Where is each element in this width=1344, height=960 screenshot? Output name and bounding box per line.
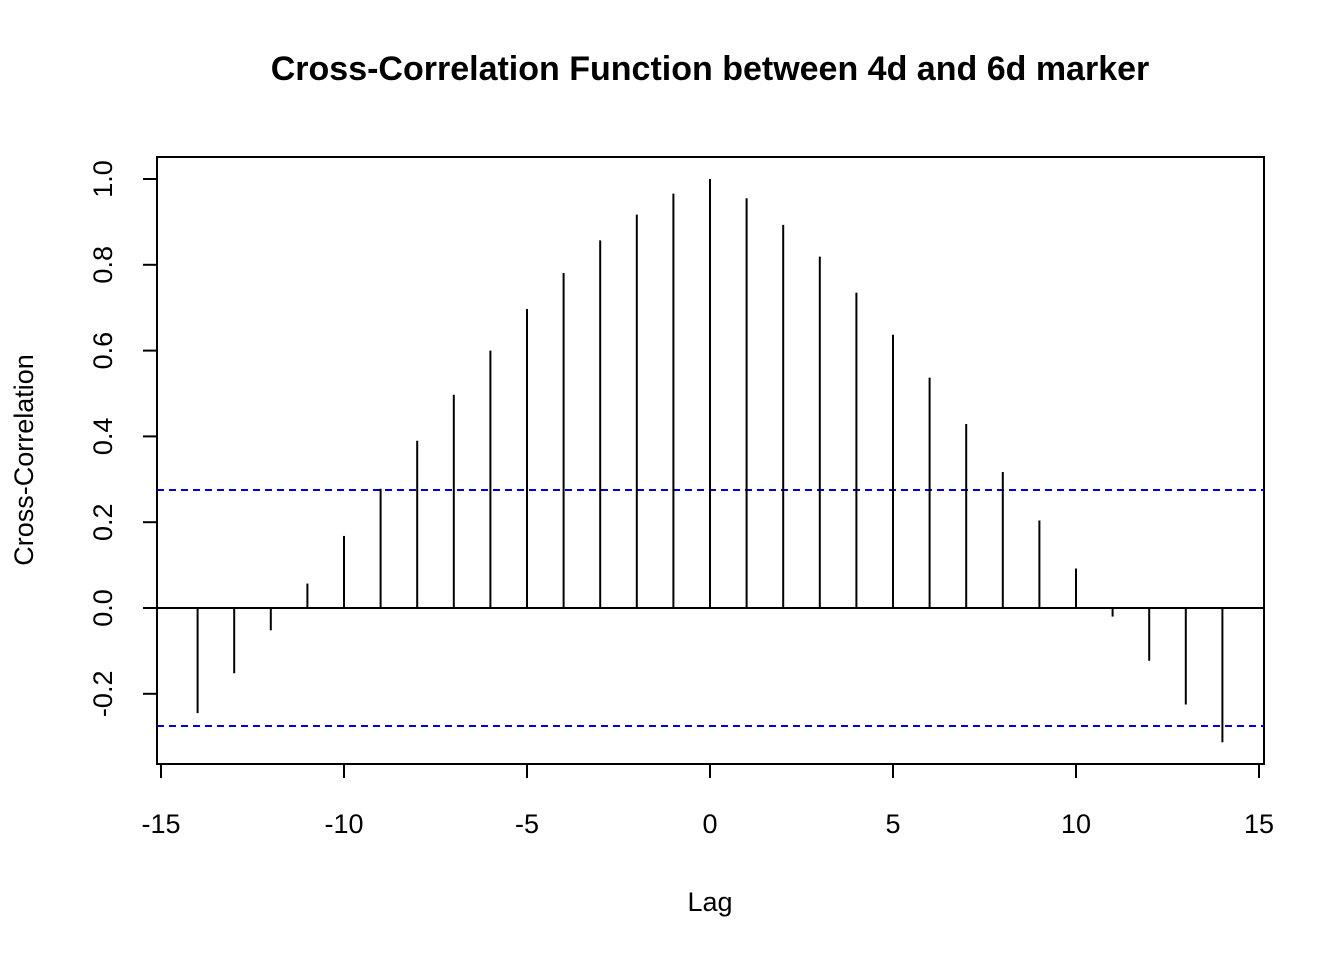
chart-title: Cross-Correlation Function between 4d an… [271, 50, 1150, 88]
y-tick-label: 0.6 [88, 332, 118, 370]
x-tick-label: -10 [324, 809, 363, 839]
y-tick-label: 1.0 [88, 160, 118, 198]
ccf-bars [196, 179, 1224, 743]
y-tick-label: 0.4 [88, 418, 118, 456]
y-tick-label: -0.2 [88, 671, 118, 718]
y-axis-label: Cross-Correlation [9, 354, 39, 566]
x-axis-label: Lag [687, 887, 732, 917]
x-tick-label: 5 [885, 809, 900, 839]
x-tick-label: 15 [1244, 809, 1274, 839]
y-tick-label: 0.2 [88, 503, 118, 541]
x-tick-label: 10 [1061, 809, 1091, 839]
x-axis: -15 -10 -5 0 5 10 15 [141, 763, 1274, 839]
y-axis: -0.2 0.0 0.2 0.4 0.6 0.8 1.0 [88, 160, 158, 718]
y-tick-label: 0.0 [88, 589, 118, 627]
x-tick-label: 0 [702, 809, 717, 839]
y-tick-label: 0.8 [88, 246, 118, 284]
x-tick-label: -5 [515, 809, 539, 839]
x-tick-label: -15 [141, 809, 180, 839]
